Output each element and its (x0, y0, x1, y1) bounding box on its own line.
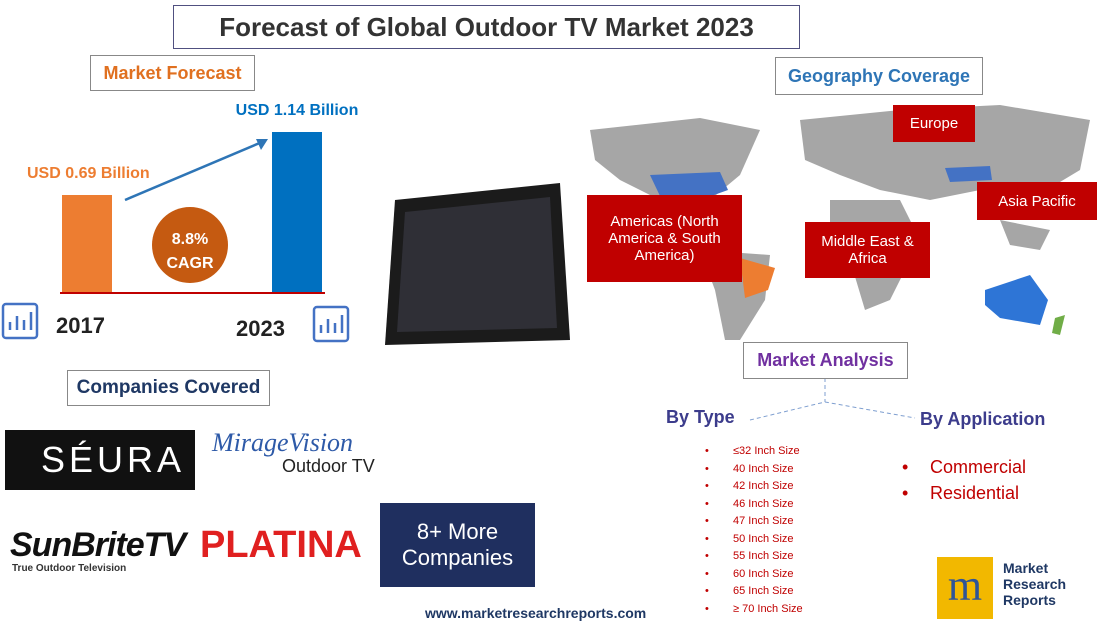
bar (62, 195, 112, 292)
cagr: 8.8% CAGR (155, 228, 225, 276)
bar (272, 132, 322, 292)
website: www.marketresearchreports.com (425, 605, 647, 621)
china-highlight (945, 166, 992, 182)
usa-highlight (650, 172, 728, 200)
title: Forecast of Global Outdoor TV Market 202… (173, 5, 800, 49)
brand-name: Market Research Reports (1003, 560, 1066, 608)
companies-label: Companies Covered (67, 370, 270, 406)
analysis-connector (749, 378, 916, 421)
list-item: 65 Inch Size (705, 583, 803, 601)
list-item: ≤32 Inch Size (705, 443, 803, 461)
brazil-highlight (740, 258, 775, 298)
analysis-label: Market Analysis (743, 342, 908, 379)
list-item: 46 Inch Size (705, 496, 803, 514)
forecast-label: Market Forecast (90, 55, 255, 91)
geography-label: Geography Coverage (775, 57, 983, 95)
region: Europe (893, 105, 975, 142)
list-item: 47 Inch Size (705, 513, 803, 531)
list-item: 42 Inch Size (705, 478, 803, 496)
cagr-value: 8.8% (171, 231, 209, 248)
list-item: 55 Inch Size (705, 548, 803, 566)
list-item: Residential (902, 480, 1026, 506)
by-application-label: By Application (920, 409, 1046, 429)
logo-miragevision: MirageVision (212, 428, 354, 457)
list-item: 50 Inch Size (705, 531, 803, 549)
brand-word: Research (1003, 576, 1067, 592)
list-item: ≥ 70 Inch Size (705, 601, 802, 619)
logo-outdoortv: Outdoor TV (282, 456, 375, 476)
cagr-label: CAGR (166, 255, 214, 272)
logo-seura: SÉURA (5, 430, 195, 490)
type-list: ≤32 Inch Size40 Inch Size42 Inch Size46 … (705, 443, 803, 619)
by-type-label: By Type (666, 407, 735, 427)
list-item: Commercial (902, 454, 1026, 480)
brand-logo (937, 557, 993, 619)
brand-word: Reports (1003, 592, 1056, 608)
brand-glyph: m (948, 561, 982, 610)
region: Asia Pacific (977, 182, 1097, 220)
logo-sunbrite: SunBriteTV (10, 526, 186, 564)
nz-highlight (1052, 315, 1065, 335)
cagr-circle (152, 207, 228, 283)
logo-platina: PLATINA (200, 524, 362, 566)
australia-highlight (985, 275, 1048, 325)
region: Middle East & Africa (805, 222, 930, 278)
more-companies: 8+ More Companies (380, 503, 535, 587)
brand-word: Market (1003, 560, 1049, 576)
bar-value-label: USD 1.14 Billion (235, 102, 359, 120)
list-item: 60 Inch Size (705, 566, 803, 584)
chart-icon (1, 302, 350, 343)
tv-screen (397, 197, 557, 332)
arrow-head (256, 139, 268, 150)
growth-arrow (124, 140, 263, 202)
region: Americas (North America & South America) (587, 195, 742, 282)
list-item: 40 Inch Size (705, 461, 803, 479)
year-label: 2023 (236, 316, 285, 341)
application-list: CommercialResidential (902, 454, 1026, 506)
logo-sunbrite-tagline: True Outdoor Television (12, 563, 127, 574)
year-label: 2017 (56, 313, 105, 338)
bar-value-label: USD 0.69 Billion (27, 165, 150, 183)
